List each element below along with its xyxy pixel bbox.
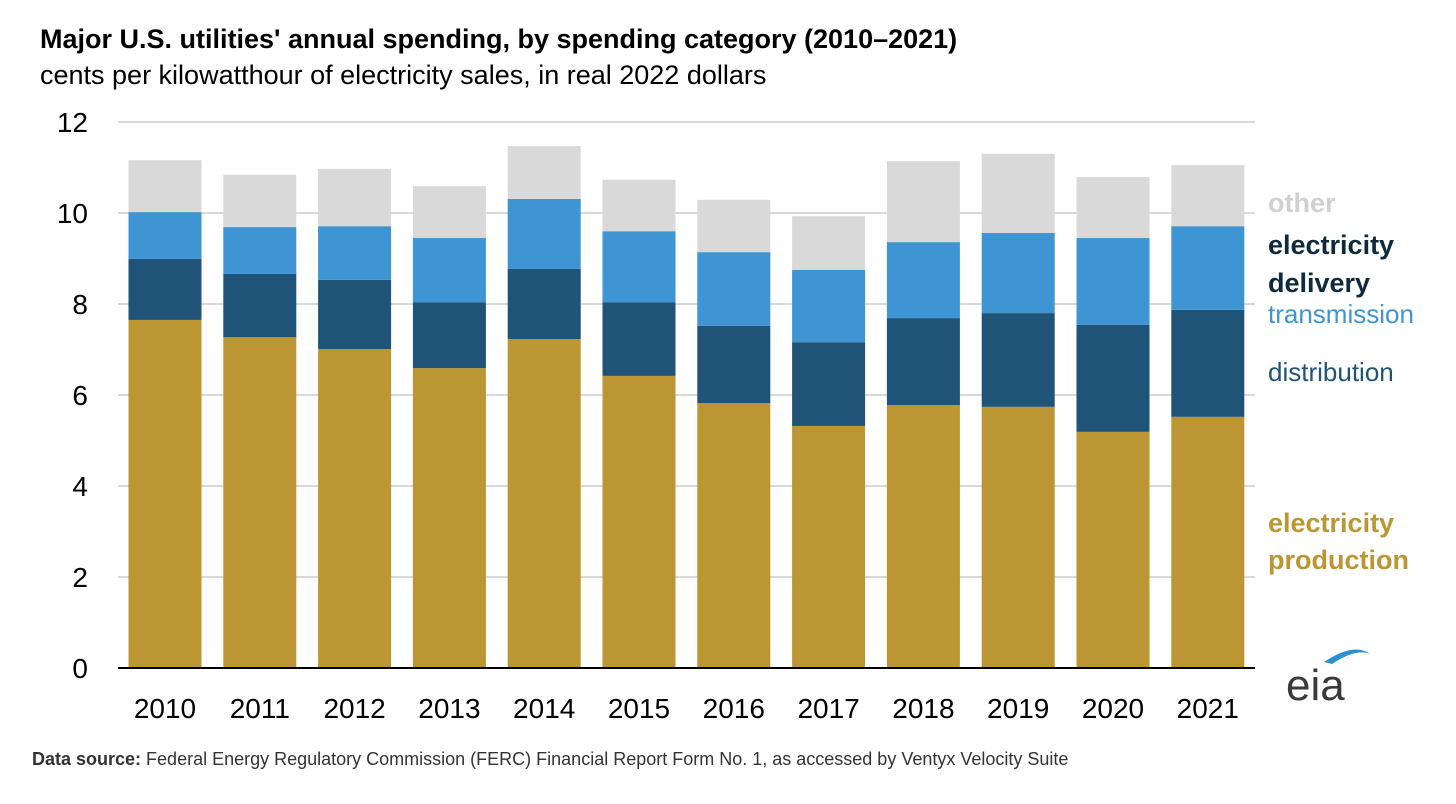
bar-segment-distribution <box>697 325 771 404</box>
bar-segment-other <box>507 146 581 199</box>
x-tick-label: 2017 <box>797 693 859 724</box>
bar-segment-electricity-production <box>697 403 771 668</box>
bar-segment-distribution <box>1171 309 1245 417</box>
y-tick-label: 4 <box>72 471 88 502</box>
bar-segment-electricity-production <box>507 339 581 668</box>
x-tick-label: 2016 <box>703 693 765 724</box>
legend-distribution: distribution <box>1268 357 1394 387</box>
x-tick-label: 2012 <box>323 693 385 724</box>
chart-subtitle: cents per kilowatthour of electricity sa… <box>40 60 767 90</box>
y-tick-label: 6 <box>72 380 88 411</box>
bar-segment-transmission <box>792 269 866 343</box>
bar-segment-electricity-production <box>318 349 392 668</box>
y-tick-label: 2 <box>72 562 88 593</box>
bar-segment-electricity-production <box>128 319 202 668</box>
x-tick-label: 2020 <box>1082 693 1144 724</box>
legend-delivery-line1: electricity <box>1268 230 1395 260</box>
eia-logo-arc <box>1324 649 1370 664</box>
legend-production-line2: production <box>1268 545 1409 575</box>
legend-transmission: transmission <box>1268 299 1414 329</box>
bar-segment-transmission <box>1171 226 1245 310</box>
bar-segment-electricity-production <box>792 425 866 668</box>
x-tick-label: 2010 <box>134 693 196 724</box>
bar-segment-other <box>886 161 960 243</box>
x-tick-label: 2011 <box>230 693 290 724</box>
eia-logo: eia <box>1284 640 1384 715</box>
bar-segment-other <box>223 174 297 228</box>
bar-segment-distribution <box>223 273 297 338</box>
x-tick-label: 2015 <box>608 693 670 724</box>
bar-segment-other <box>1076 177 1150 239</box>
x-tick-label: 2014 <box>513 693 575 724</box>
bar-segment-electricity-production <box>602 375 676 668</box>
bar-segment-other <box>1171 165 1245 227</box>
x-tick-label: 2019 <box>987 693 1049 724</box>
bar-segment-transmission <box>128 212 202 259</box>
bar-segment-distribution <box>318 279 392 350</box>
bar-segment-transmission <box>981 233 1055 314</box>
bar-segment-electricity-production <box>886 405 960 668</box>
bar-segment-distribution <box>507 268 581 340</box>
bar-segment-transmission <box>318 226 392 280</box>
source-text: Federal Energy Regulatory Commission (FE… <box>141 749 1069 769</box>
bar-segment-electricity-production <box>412 368 486 668</box>
bar-segment-other <box>602 179 676 232</box>
y-tick-label: 0 <box>72 653 88 684</box>
x-tick-label: 2018 <box>892 693 954 724</box>
bar-segment-distribution <box>602 302 676 376</box>
x-tick-label: 2013 <box>418 693 480 724</box>
bar-segment-transmission <box>697 252 771 326</box>
chart-title: Major U.S. utilities' annual spending, b… <box>40 24 958 54</box>
bar-segment-distribution <box>412 302 486 369</box>
bar-segment-transmission <box>223 227 297 274</box>
bar-segment-electricity-production <box>981 406 1055 668</box>
bar-segment-distribution <box>886 318 960 406</box>
bar-segment-other <box>792 216 866 270</box>
bar-segment-distribution <box>1076 324 1150 432</box>
bar-segment-other <box>412 186 486 239</box>
legend-delivery-line2: delivery <box>1268 268 1371 298</box>
bar-segment-distribution <box>792 342 866 426</box>
bar-segment-transmission <box>1076 238 1150 325</box>
y-tick-label: 10 <box>57 198 88 229</box>
bar-segment-transmission <box>412 238 486 303</box>
eia-logo-graphic: eia <box>1286 649 1370 710</box>
bar-segment-transmission <box>886 242 960 319</box>
bar-segment-electricity-production <box>1076 431 1150 668</box>
bar-segment-transmission <box>507 198 581 269</box>
legend-production-line1: electricity <box>1268 508 1395 538</box>
source-label: Data source: <box>32 749 142 769</box>
bar-segment-distribution <box>128 258 202 320</box>
bar-segment-electricity-production <box>1171 416 1245 668</box>
bar-segment-other <box>318 168 392 227</box>
legend-electricity-delivery: electricity delivery <box>1268 226 1394 302</box>
legend-electricity-production: electricity production <box>1268 505 1409 579</box>
bar-segment-other <box>128 160 202 213</box>
y-tick-label: 8 <box>72 289 88 320</box>
legend-other: other <box>1268 188 1336 218</box>
bar-segment-transmission <box>602 231 676 303</box>
bar-segment-electricity-production <box>223 337 297 668</box>
x-tick-label: 2021 <box>1177 693 1239 724</box>
eia-logo-text: eia <box>1286 661 1345 710</box>
bar-segment-other <box>981 153 1055 234</box>
bar-segment-other <box>697 199 771 253</box>
y-tick-label: 12 <box>57 107 88 138</box>
bar-segment-distribution <box>981 313 1055 407</box>
data-source: Data source: Federal Energy Regulatory C… <box>32 749 1068 770</box>
